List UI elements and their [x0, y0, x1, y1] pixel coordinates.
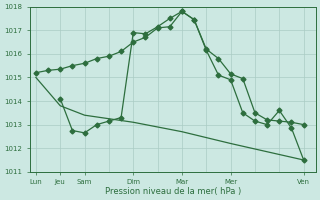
- X-axis label: Pression niveau de la mer( hPa ): Pression niveau de la mer( hPa ): [105, 187, 241, 196]
